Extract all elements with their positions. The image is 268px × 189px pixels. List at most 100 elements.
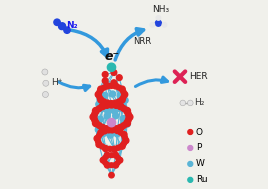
Text: H⁺: H⁺ (51, 78, 62, 87)
Circle shape (98, 130, 104, 136)
Circle shape (102, 72, 108, 77)
Text: N₂: N₂ (66, 21, 77, 30)
Circle shape (97, 116, 103, 122)
Circle shape (109, 163, 114, 167)
Circle shape (102, 92, 108, 98)
Circle shape (54, 19, 60, 26)
Circle shape (109, 83, 114, 88)
Circle shape (188, 130, 193, 134)
Circle shape (105, 127, 111, 133)
Circle shape (103, 155, 107, 160)
Circle shape (94, 121, 100, 127)
Circle shape (111, 80, 117, 86)
Circle shape (109, 173, 114, 178)
Circle shape (119, 86, 125, 92)
Circle shape (125, 111, 131, 117)
Circle shape (97, 95, 102, 100)
Circle shape (104, 100, 110, 106)
Text: H₂: H₂ (194, 98, 204, 107)
Circle shape (113, 83, 119, 89)
Circle shape (113, 126, 119, 131)
Circle shape (156, 16, 161, 20)
Circle shape (107, 132, 113, 138)
Circle shape (100, 144, 105, 149)
Circle shape (117, 98, 123, 104)
Circle shape (102, 85, 107, 90)
Circle shape (162, 22, 167, 27)
Circle shape (99, 103, 106, 110)
Circle shape (109, 153, 114, 157)
Circle shape (92, 120, 99, 127)
Circle shape (100, 157, 106, 163)
Circle shape (123, 138, 129, 144)
Circle shape (99, 124, 106, 131)
Circle shape (122, 97, 128, 103)
Circle shape (116, 75, 122, 81)
Circle shape (188, 161, 193, 166)
Text: NRR: NRR (133, 36, 151, 46)
Circle shape (95, 127, 101, 133)
Circle shape (96, 141, 102, 148)
Circle shape (96, 139, 100, 144)
Circle shape (59, 23, 65, 29)
Text: P: P (196, 143, 201, 153)
Circle shape (108, 126, 115, 133)
Circle shape (121, 89, 126, 94)
Circle shape (92, 111, 98, 117)
Circle shape (92, 117, 98, 123)
Circle shape (105, 108, 111, 114)
Circle shape (100, 131, 106, 137)
Circle shape (99, 106, 105, 112)
Circle shape (188, 100, 193, 106)
Circle shape (94, 136, 100, 142)
Text: O: O (196, 128, 203, 136)
Circle shape (107, 119, 116, 127)
Circle shape (116, 105, 122, 112)
Circle shape (121, 123, 127, 128)
Circle shape (107, 63, 116, 71)
Circle shape (104, 126, 110, 131)
Circle shape (104, 83, 110, 89)
Circle shape (116, 99, 121, 104)
Circle shape (42, 69, 48, 75)
Circle shape (117, 103, 124, 110)
Circle shape (107, 146, 113, 151)
Circle shape (111, 108, 117, 114)
Circle shape (116, 145, 121, 150)
Circle shape (102, 99, 107, 104)
Circle shape (118, 130, 123, 135)
Circle shape (98, 86, 104, 92)
Text: NH₃: NH₃ (152, 5, 169, 14)
Circle shape (124, 107, 131, 114)
Circle shape (59, 23, 65, 30)
Circle shape (102, 78, 108, 84)
Circle shape (119, 143, 125, 149)
Circle shape (96, 101, 102, 107)
Circle shape (113, 162, 118, 168)
Circle shape (118, 102, 125, 108)
Circle shape (180, 100, 186, 106)
Circle shape (121, 95, 126, 100)
Circle shape (97, 96, 103, 102)
Circle shape (111, 70, 117, 75)
Circle shape (42, 91, 49, 98)
Circle shape (117, 157, 123, 163)
Circle shape (116, 85, 121, 90)
Circle shape (114, 131, 120, 137)
Circle shape (117, 124, 124, 131)
Circle shape (108, 101, 115, 108)
Circle shape (121, 132, 127, 138)
Circle shape (126, 114, 133, 120)
Circle shape (113, 100, 119, 106)
Circle shape (113, 113, 119, 119)
Circle shape (103, 146, 109, 152)
Circle shape (121, 106, 127, 112)
Circle shape (188, 177, 193, 182)
Circle shape (125, 117, 131, 123)
Circle shape (116, 155, 120, 160)
Circle shape (104, 103, 110, 108)
Text: HER: HER (189, 72, 208, 81)
Circle shape (110, 128, 116, 133)
Text: Ru: Ru (196, 175, 207, 184)
Circle shape (104, 113, 110, 119)
